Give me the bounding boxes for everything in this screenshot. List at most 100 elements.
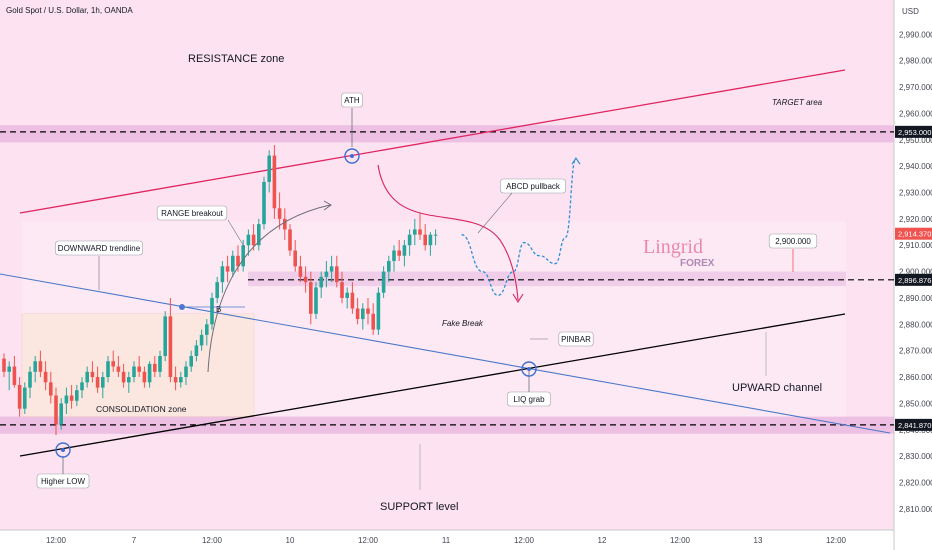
price-axis-background: [894, 0, 932, 530]
watermark-brand: Lingrid: [643, 236, 703, 258]
candle-body: [33, 361, 37, 372]
level-callout-label: 2,900.000: [768, 233, 818, 249]
y-tick-label: 2,910.000: [899, 241, 932, 250]
candle-body: [350, 292, 355, 309]
candle-body: [407, 234, 412, 246]
resistance-zone-label: RESISTANCE zone: [188, 53, 284, 65]
candle-body: [376, 292, 381, 330]
candle-body: [116, 366, 121, 372]
projected-path: [461, 157, 577, 296]
y-tick-label: 2,870.000: [899, 347, 932, 356]
candle-body: [142, 371, 147, 383]
candle-body: [179, 377, 183, 383]
range-breakout-label-box: [156, 205, 228, 221]
overlay-layer: RESISTANCE zone TARGET area UPWARD channel…: [36, 53, 823, 513]
resistance-band: [0, 125, 894, 143]
pinbar-label-box: [558, 331, 594, 347]
y-tick-label: 2,810.000: [899, 505, 932, 514]
candle-body: [257, 224, 261, 246]
candle-body: [340, 282, 344, 298]
range-breakout-connector: [227, 219, 246, 249]
candle-body: [220, 266, 225, 283]
mid-range-band: [248, 271, 846, 287]
candle-body: [335, 266, 339, 283]
x-tick-label: 12:00: [202, 536, 223, 545]
candle-body: [361, 308, 365, 320]
y-tick-label: 2,920.000: [899, 215, 932, 224]
candle-body: [173, 377, 178, 383]
candle-body: [225, 266, 230, 272]
candle-body: [194, 345, 199, 356]
candle-body: [303, 276, 308, 283]
downward-trendline: [0, 273, 891, 434]
candle-body: [267, 155, 271, 182]
x-tick-label: 12: [598, 536, 607, 545]
x-tick-label: 10: [286, 536, 295, 545]
pivot-center-dot: [61, 448, 65, 452]
candle-body: [147, 363, 152, 383]
pivot-circle-marker: [344, 148, 360, 164]
price-tag-current: 2,914.370: [898, 230, 931, 239]
price-tag-support: 2,841.870: [898, 421, 931, 430]
lower-channel-line: [19, 313, 846, 457]
candle-body: [298, 266, 303, 277]
downward-trendline-label: DOWNWARD trendline: [55, 240, 143, 256]
candle-body: [64, 395, 69, 404]
candle-body: [402, 245, 407, 256]
consolidation-zone-label: CONSOLIDATION zone: [96, 404, 187, 414]
downward-trendline-label-text: DOWNWARD trendline: [58, 244, 141, 253]
candle-body: [355, 308, 360, 320]
candle-body: [231, 255, 235, 272]
candle-body: [288, 229, 292, 251]
candle-body: [189, 355, 193, 367]
candle-body: [163, 316, 167, 356]
candle-body: [12, 366, 17, 385]
pivot-circle-marker: [521, 361, 537, 377]
candle-body: [309, 282, 313, 314]
x-tick-label: 12:00: [826, 536, 847, 545]
candle-body: [371, 313, 375, 330]
b-label: B: [216, 305, 221, 314]
lines-layer: [0, 69, 894, 457]
target-area-label: TARGET area: [772, 98, 823, 107]
level-callout-label-text: 2,900.000: [775, 237, 811, 246]
chart-symbol-title: Gold Spot / U.S. Dollar, 1h, OANDA: [6, 6, 133, 15]
time-axis-background: [0, 530, 932, 550]
y-tick-label: 2,990.000: [899, 30, 932, 39]
candle-body: [428, 234, 433, 246]
abcd-arrowhead: [512, 293, 524, 304]
abcd-pullback-curve: [377, 164, 519, 301]
candle-body: [49, 382, 53, 396]
price-tag-mid: 2,896.876: [898, 276, 931, 285]
y-tick-label: 2,970.000: [899, 83, 932, 92]
price-tag-support-bg: [895, 418, 932, 431]
candle-body: [205, 324, 209, 335]
candle-body: [184, 366, 188, 378]
range-breakout-arrowhead: [323, 200, 332, 211]
candle-body: [319, 276, 323, 288]
price-tag-mid-bg: [895, 273, 932, 286]
candle-body: [366, 308, 370, 314]
y-tick-label: 2,830.000: [899, 452, 932, 461]
candle-body: [324, 271, 329, 277]
candle-body: [199, 334, 204, 346]
candle-body: [418, 229, 422, 235]
candle-body: [69, 395, 74, 401]
candle-body: [43, 371, 48, 383]
candle-body: [215, 282, 219, 298]
y-tick-label: 2,890.000: [899, 294, 932, 303]
y-tick-label: 2,950.000: [899, 136, 932, 145]
candle-body: [127, 377, 131, 383]
abcd-pullback-label-text: ABCD pullback: [506, 182, 561, 191]
candle-body: [433, 234, 438, 236]
y-tick-label: 2,820.000: [899, 479, 932, 488]
candle-body: [153, 363, 157, 372]
plot-background: [0, 0, 894, 530]
abcd-pullback-label-box: [500, 178, 566, 194]
candle-body: [210, 297, 214, 325]
candle-body: [23, 387, 27, 409]
range-breakout-arc: [207, 204, 331, 373]
price-tag-current-bg: [895, 227, 932, 240]
x-tick-label: 12:00: [46, 536, 67, 545]
